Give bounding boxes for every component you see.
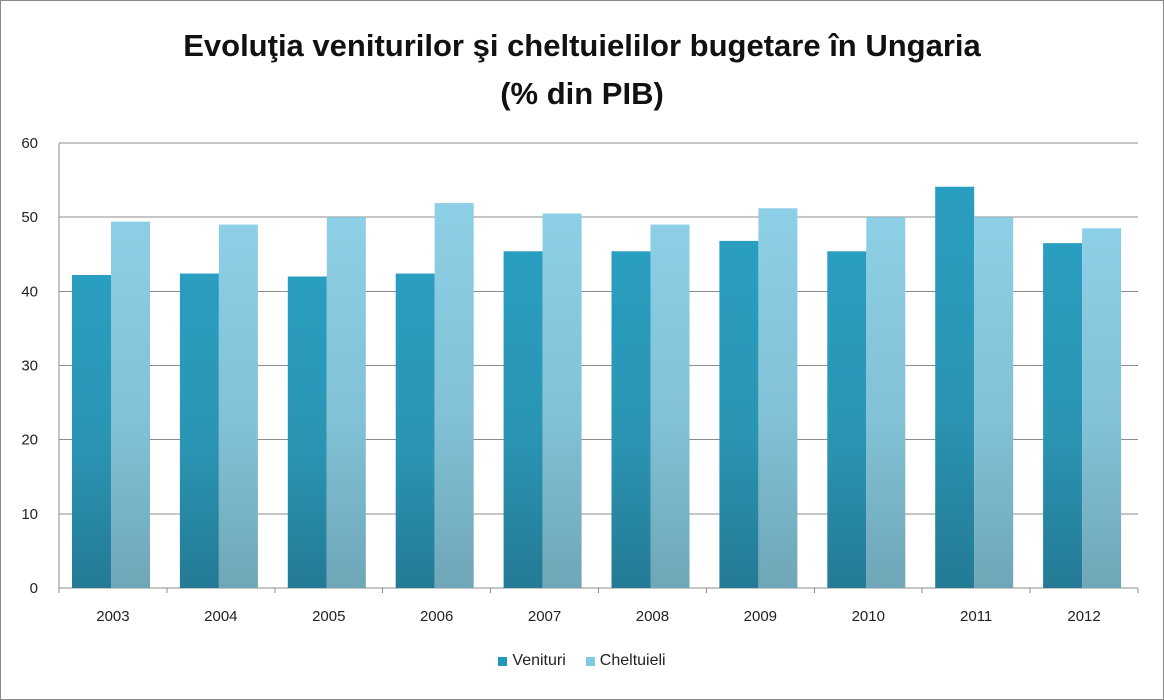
bar-venituri-2009 bbox=[719, 240, 759, 588]
x-tick-label: 2010 bbox=[852, 608, 885, 625]
x-tick-label: 2006 bbox=[420, 608, 453, 625]
legend-swatch-cheltuieli bbox=[585, 656, 595, 666]
chart-subtitle: (% din PIB) bbox=[500, 76, 664, 111]
y-tick-label: 50 bbox=[21, 209, 38, 226]
legend-item-venituri: Venituri bbox=[498, 652, 566, 670]
bar-cheltuieli-2008 bbox=[650, 224, 690, 589]
x-tick-label: 2005 bbox=[312, 608, 345, 625]
bar-cheltuieli-2007 bbox=[542, 213, 582, 589]
bar-cheltuieli-2009 bbox=[758, 208, 798, 588]
bar-cheltuieli-2011 bbox=[974, 217, 1014, 588]
bar-cheltuieli-2006 bbox=[434, 203, 474, 588]
x-tick-label: 2011 bbox=[960, 608, 992, 625]
bar-venituri-2007 bbox=[503, 251, 543, 589]
y-tick-label: 60 bbox=[21, 135, 38, 152]
y-tick-label: 10 bbox=[21, 506, 38, 523]
legend-item-cheltuieli: Cheltuieli bbox=[585, 652, 666, 670]
bars bbox=[72, 186, 1122, 589]
y-tick-label: 30 bbox=[21, 358, 38, 375]
bar-cheltuieli-2010 bbox=[866, 217, 906, 588]
bar-venituri-2012 bbox=[1043, 243, 1083, 588]
x-tick-label: 2008 bbox=[636, 608, 669, 625]
bar-venituri-2004 bbox=[179, 273, 219, 588]
bar-venituri-2010 bbox=[827, 251, 867, 589]
x-tick-label: 2009 bbox=[744, 608, 777, 625]
bar-cheltuieli-2004 bbox=[218, 224, 258, 589]
x-tick-label: 2012 bbox=[1067, 608, 1100, 625]
bar-cheltuieli-2012 bbox=[1082, 228, 1122, 588]
x-tick-label: 2004 bbox=[204, 608, 237, 625]
chart-title: Evoluţia veniturilor şi cheltuielilor bu… bbox=[183, 28, 981, 63]
legend-swatch-venituri bbox=[498, 656, 508, 666]
legend: Venituri Cheltuieli bbox=[0, 652, 1164, 670]
bar-venituri-2003 bbox=[72, 275, 111, 588]
bar-venituri-2011 bbox=[935, 186, 975, 588]
x-tick-label: 2003 bbox=[96, 608, 129, 625]
axes: 0 10 20 30 40 50 60 2003 2004 2005 2006 2007 2008 200… bbox=[21, 135, 1139, 625]
chart-title-block: Evoluţia veniturilor şi cheltuielilor bu… bbox=[0, 22, 1164, 118]
y-tick-label: 20 bbox=[21, 432, 38, 449]
bar-venituri-2006 bbox=[395, 273, 435, 588]
y-tick-label: 0 bbox=[30, 580, 38, 597]
bar-cheltuieli-2005 bbox=[326, 217, 366, 588]
legend-label-cheltuieli: Cheltuieli bbox=[599, 652, 666, 669]
x-tick-label: 2007 bbox=[528, 608, 561, 625]
legend-label-venituri: Venituri bbox=[512, 652, 566, 669]
y-tick-label: 40 bbox=[21, 283, 38, 300]
bar-cheltuieli-2003 bbox=[111, 221, 150, 588]
bar-venituri-2008 bbox=[611, 251, 651, 589]
bar-venituri-2005 bbox=[287, 276, 327, 588]
